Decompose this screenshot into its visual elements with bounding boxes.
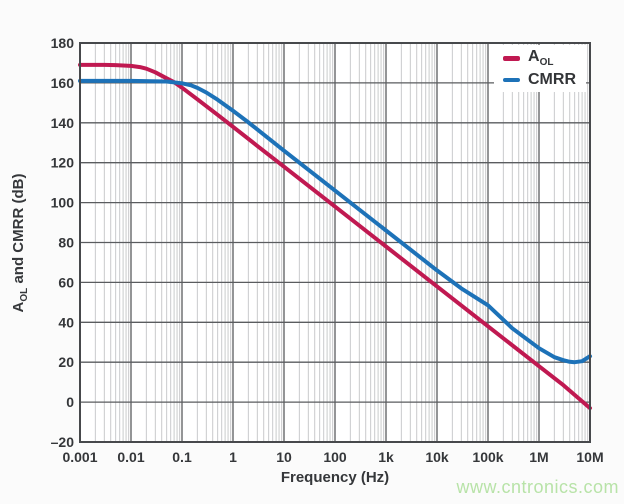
y-tick-label: 100 [51,195,75,211]
x-tick-label: 10M [576,449,603,465]
legend-label-aol: AOL [528,47,554,69]
y-tick-label: 20 [58,354,74,370]
y-tick-label: 120 [51,155,75,171]
y-tick-label: 40 [58,314,74,330]
plot-frame [79,42,591,443]
legend-label-aol-sub: OL [539,57,554,69]
x-tick-label: 10k [425,449,449,465]
x-tick-label: 0.001 [62,449,97,465]
y-axis-title-rest: and CMRR (dB) [10,173,27,288]
watermark: www.cntronics.com [456,477,619,497]
x-tick-label: 100k [472,449,503,465]
cmrr-curve [78,78,592,365]
y-axis-title: AOL and CMRR (dB) [10,174,30,313]
y-axis-title-prefix: A [10,301,27,313]
y-tick-label: 60 [58,274,74,290]
x-tick-label: 100 [323,449,347,465]
x-axis-title: Frequency (Hz) [280,469,390,486]
legend-item-cmrr: CMRR [503,72,586,88]
y-tick-label: 140 [51,115,75,131]
x-tick-label: 1M [529,449,548,465]
x-tick-label: 1k [378,449,394,465]
aol-line-swatch [503,56,520,61]
cmrr-line-swatch [503,77,520,83]
x-tick-label: 0.1 [172,449,192,465]
legend-label-aol-main: A [528,47,540,65]
legend-label-cmrr: CMRR [528,71,576,89]
y-tick-label: 160 [51,75,75,91]
y-tick-label: 80 [58,235,74,251]
y-tick-label: 0 [66,394,74,410]
legend: AOL CMRR [494,45,586,92]
x-tick-label: 0.01 [117,449,144,465]
x-tick-label: 1 [229,449,237,465]
y-tick-label: –20 [51,434,75,450]
legend-item-aol: AOL [503,47,586,69]
y-tick-label: 180 [51,35,75,51]
x-tick-label: 10 [276,449,292,465]
y-axis-title-sub: OL [19,287,30,302]
aol-curve [78,62,592,411]
